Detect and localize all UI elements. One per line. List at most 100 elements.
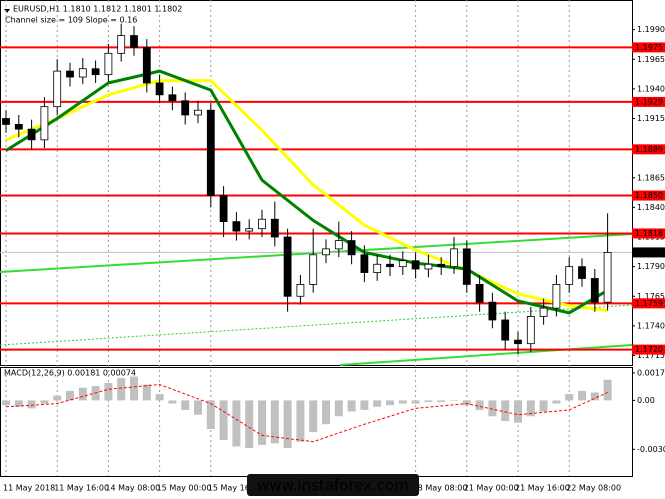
macd-bar <box>245 400 254 449</box>
macd-bar <box>322 400 330 425</box>
macd-bar <box>565 394 574 401</box>
macd-bar <box>2 400 10 406</box>
macd-bar <box>475 400 484 410</box>
candle-body <box>130 35 138 48</box>
level-label: 1.1818 <box>635 229 663 238</box>
candle-body <box>578 266 586 279</box>
macd-bar <box>206 400 215 429</box>
macd-bar <box>296 400 305 442</box>
macd-bar <box>603 379 612 401</box>
macd-bar <box>334 400 343 417</box>
macd-bar <box>104 382 113 401</box>
candle-body <box>360 254 369 273</box>
macd-bar <box>194 400 202 415</box>
macd-bar <box>258 400 266 445</box>
moving-average <box>5 79 608 312</box>
x-tick-label: 22 May 08:00 <box>566 484 621 493</box>
y2-tick-label: 0.00173 <box>637 368 665 377</box>
macd-bar <box>360 400 369 410</box>
candle-body <box>232 221 241 232</box>
macd-bar <box>181 400 190 410</box>
y-tick-label: 1.1915 <box>637 114 665 123</box>
x-tick-label: 21 May 16:00 <box>515 484 570 493</box>
candle-body <box>450 248 458 268</box>
level-tag <box>632 42 665 53</box>
level-tag <box>632 344 665 355</box>
macd-bar <box>386 400 394 406</box>
x-tick-label: 11 May 16:00 <box>54 484 109 493</box>
candle-body <box>78 68 87 78</box>
candle-body <box>565 266 574 285</box>
level-label: 1.1720 <box>635 345 663 354</box>
macd-bar <box>168 400 177 404</box>
x-tick-label: 11 May 2018 <box>3 484 55 493</box>
y2-tick-label: 0.00 <box>637 396 655 405</box>
macd-bar <box>40 400 49 404</box>
macd-bar <box>450 400 458 401</box>
macd-bar <box>424 400 433 402</box>
candle-body <box>168 94 177 102</box>
chart-subtitle: Channel size = 109 Slope = 0.16 <box>5 16 137 25</box>
candle-body <box>181 100 190 116</box>
candle-body <box>462 248 471 285</box>
candle-body <box>424 263 433 270</box>
macd-bar <box>411 400 420 404</box>
last-price-tag <box>632 247 665 258</box>
y-tick-label: 1.1990 <box>637 25 665 34</box>
level-tag <box>632 96 665 107</box>
macd-bar <box>78 387 87 401</box>
menu-arrow <box>4 9 10 13</box>
candle-body <box>590 278 599 303</box>
macd-bar <box>437 400 446 402</box>
candle-body <box>219 195 228 223</box>
y-tick-label: 1.1790 <box>637 262 665 271</box>
candle-body <box>270 218 279 238</box>
level-label: 1.1759 <box>635 299 663 308</box>
channel-line <box>0 233 633 273</box>
candle-body <box>309 254 318 285</box>
macd-bar <box>117 378 126 401</box>
candle-body <box>283 236 292 297</box>
candle-body <box>14 124 23 130</box>
macd-bar <box>462 400 471 406</box>
macd-bar <box>270 400 279 444</box>
macd-bar <box>578 390 586 401</box>
candle-body <box>91 68 100 76</box>
candle-body <box>53 70 62 108</box>
macd-bar <box>373 400 382 407</box>
level-label: 1.1975 <box>635 43 663 52</box>
macd-bar <box>142 384 151 401</box>
candle-body <box>437 263 446 268</box>
macd-bar <box>66 390 74 401</box>
candle-body <box>40 106 49 141</box>
x-tick-label: 18 May 08:00 <box>413 484 468 493</box>
x-tick-label: 15 May 00:00 <box>157 484 212 493</box>
candle-body <box>501 319 510 341</box>
macd-bar <box>14 400 23 407</box>
macd-bar <box>27 400 36 409</box>
macd-signal <box>5 384 608 443</box>
level-tag <box>632 298 665 309</box>
watermark: www.instaforex.com <box>257 477 409 495</box>
candle-body <box>552 284 561 309</box>
candle-body <box>104 52 113 76</box>
candle-body <box>475 284 484 303</box>
candle-body <box>2 118 10 125</box>
candle-body <box>347 240 356 256</box>
candle-body <box>258 218 266 230</box>
macd-bar <box>590 392 599 401</box>
macd-label: MACD(12,26,9) 0.00181 0.00074 <box>4 369 136 378</box>
candle-body <box>206 109 215 196</box>
candle-body <box>514 339 522 345</box>
macd-bar <box>309 400 318 433</box>
macd-bar <box>526 400 535 417</box>
candle-body <box>539 307 548 317</box>
macd-bar <box>398 400 407 404</box>
y-tick-label: 1.1840 <box>637 203 665 212</box>
macd-bar <box>514 400 522 423</box>
macd-bar <box>552 400 561 404</box>
candle-body <box>27 128 36 141</box>
macd-bar <box>232 400 241 447</box>
level-tag <box>632 144 665 155</box>
